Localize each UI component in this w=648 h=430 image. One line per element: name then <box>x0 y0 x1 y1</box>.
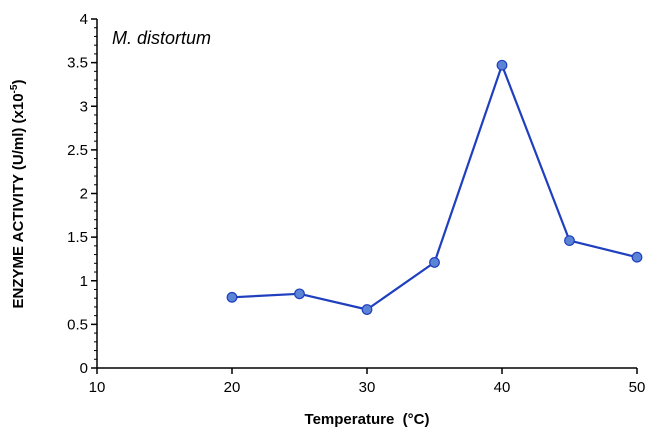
axes <box>96 19 637 369</box>
data-point <box>226 291 238 303</box>
y-axis-title-suffix: ) <box>10 80 27 85</box>
data-point <box>564 235 575 247</box>
x-tick-label: 30 <box>359 379 376 396</box>
x-tick-label: 40 <box>494 379 511 396</box>
y-axis-title-exponent: -5 <box>9 84 20 93</box>
y-tick-label: 2 <box>80 186 88 203</box>
chart-annotation: M. distortum <box>112 28 211 48</box>
x-axis-title: Temperature (°C) <box>305 411 430 428</box>
series-layer <box>226 59 643 315</box>
data-point <box>294 288 305 300</box>
y-tick-label: 0 <box>80 360 88 377</box>
data-point <box>631 251 643 263</box>
data-point <box>429 257 440 268</box>
y-ticks: 0 0.5 1 1.5 2 2.5 3 3.5 4 <box>67 11 97 377</box>
x-ticks: 10 20 30 40 50 <box>89 368 646 396</box>
y-axis-title: ENZYME ACTIVITY (U/ml) (x10-5) <box>9 80 27 309</box>
y-tick-label: 2.5 <box>67 142 88 159</box>
data-point <box>496 59 508 71</box>
y-tick-label: 3 <box>80 98 88 115</box>
y-tick-label: 0.5 <box>67 316 88 333</box>
y-tick-label: 1 <box>80 273 88 290</box>
data-point <box>361 304 373 315</box>
y-tick-label: 1.5 <box>67 229 88 246</box>
y-axis-title-main: ENZYME ACTIVITY (U/ml) (x10 <box>10 93 27 308</box>
x-tick-label: 50 <box>629 379 646 396</box>
x-tick-label: 10 <box>89 379 106 396</box>
y-tick-label: 3.5 <box>67 55 88 72</box>
y-tick-label: 4 <box>80 11 88 28</box>
series-line <box>231 64 638 311</box>
x-tick-label: 20 <box>224 379 241 396</box>
